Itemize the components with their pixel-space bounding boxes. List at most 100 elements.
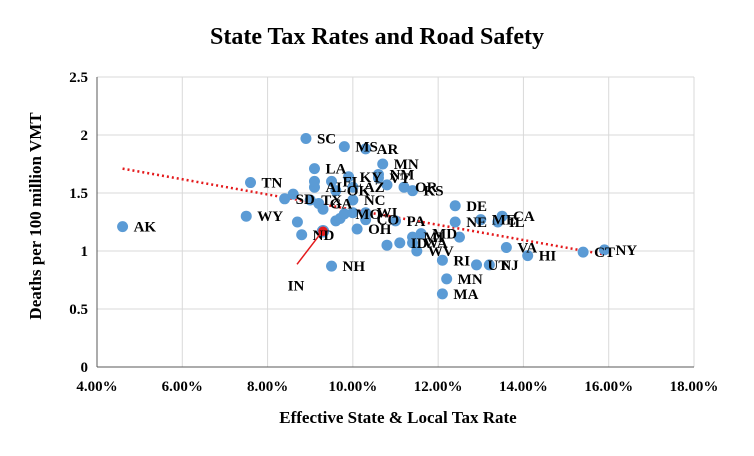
x-tick-label: 14.00%: [499, 379, 548, 395]
highlight-connector: [296, 233, 321, 265]
data-point: [291, 216, 303, 228]
point-label: VA: [517, 241, 537, 257]
x-axis-title: Effective State & Local Tax Rate: [279, 408, 517, 427]
x-tick-label: 6.00%: [162, 379, 203, 395]
point-label: NC: [364, 193, 386, 209]
data-point: [360, 214, 372, 226]
point-label: SC: [317, 131, 336, 147]
point-label: PA: [407, 214, 426, 230]
data-point: [347, 194, 359, 206]
point-label: MN: [394, 157, 419, 173]
point-label: ID: [411, 236, 428, 252]
data-point: [245, 177, 257, 189]
highlight-label: IN: [288, 278, 305, 294]
x-tick-label: 4.00%: [76, 379, 117, 395]
data-point: [407, 185, 419, 197]
point-label: ND: [313, 228, 335, 244]
trendline-layer: [122, 167, 605, 256]
data-point: [475, 214, 487, 226]
data-point: [338, 141, 350, 153]
data-point: [436, 288, 448, 300]
gridlines: [97, 76, 695, 367]
data-point: [330, 185, 342, 197]
point-label: HI: [539, 249, 557, 265]
data-point: [496, 210, 508, 222]
point-label: OK: [347, 184, 371, 200]
data-point: [449, 200, 461, 212]
data-point: [407, 237, 419, 249]
point-label: CT: [594, 245, 615, 261]
data-point: [300, 132, 312, 144]
point-label: CA: [513, 209, 535, 225]
data-point: [351, 223, 363, 235]
point-label: ME: [492, 213, 516, 229]
y-tick-label: 1: [81, 244, 89, 260]
data-point: [279, 193, 291, 205]
data-point: [390, 215, 401, 227]
point-label: KY: [360, 170, 383, 186]
y-tick-label: 1.5: [69, 186, 88, 202]
point-label: CO: [377, 213, 400, 229]
point-label: MI: [424, 230, 444, 246]
y-tick-label: 2: [81, 128, 89, 144]
data-point: [347, 207, 359, 219]
data-point: [326, 260, 338, 272]
point-label: DE: [466, 199, 487, 215]
data-point: [415, 228, 427, 240]
data-point: [377, 158, 389, 170]
point-label: IL: [509, 215, 525, 231]
point-label: WY: [257, 209, 283, 225]
point-label: MA: [453, 287, 478, 303]
x-tick-label: 12.00%: [414, 379, 463, 395]
data-point: [598, 244, 610, 256]
data-point: [308, 175, 320, 187]
point-label: WI: [377, 206, 398, 222]
data-points: [117, 132, 610, 300]
axes: 4.00% 6.00% 8.00% 10.00% 12.00% 14.00% 16.00% 1…: [69, 70, 718, 395]
y-tick-label: 0.5: [69, 302, 88, 318]
point-label: KS: [424, 184, 444, 200]
data-point: [441, 273, 453, 285]
x-tick-label: 8.00%: [247, 379, 288, 395]
point-label: OR: [415, 180, 438, 196]
point-label: NE: [466, 215, 487, 231]
data-point: [287, 188, 299, 200]
point-label: TX: [321, 193, 342, 209]
point-label: NH: [343, 259, 366, 275]
data-point: [304, 194, 316, 206]
point-label: OH: [368, 222, 392, 238]
point-label: WA: [424, 236, 448, 252]
x-tick-label: 10.00%: [328, 379, 377, 395]
point-label: TN: [262, 176, 283, 192]
data-point: [372, 172, 384, 184]
point-label: NM: [389, 167, 414, 183]
chart-title: State Tax Rates and Road Safety: [210, 24, 544, 50]
data-point: [240, 210, 252, 222]
point-label: NY: [615, 243, 637, 259]
point-label: GA: [330, 196, 353, 212]
point-label: RI: [453, 253, 470, 269]
data-point: [436, 254, 448, 266]
data-point: [326, 175, 338, 187]
point-label: MN: [458, 272, 483, 288]
data-point: [317, 203, 329, 215]
data-point: [117, 221, 129, 233]
data-point: [471, 259, 483, 271]
data-point: [338, 208, 350, 220]
data-point: [411, 245, 423, 257]
x-tick-label: 16.00%: [584, 379, 633, 395]
point-label: SD: [296, 192, 315, 208]
y-tick-label: 2.5: [69, 70, 88, 86]
data-point: [394, 237, 406, 249]
data-point: [522, 250, 534, 262]
point-label: MS: [355, 140, 378, 156]
point-label: VT: [389, 171, 410, 187]
point-label: AL: [325, 180, 346, 196]
data-point: [398, 181, 410, 193]
point-label: AZ: [364, 180, 385, 196]
data-point: [343, 171, 355, 183]
point-label: WV: [428, 244, 454, 260]
